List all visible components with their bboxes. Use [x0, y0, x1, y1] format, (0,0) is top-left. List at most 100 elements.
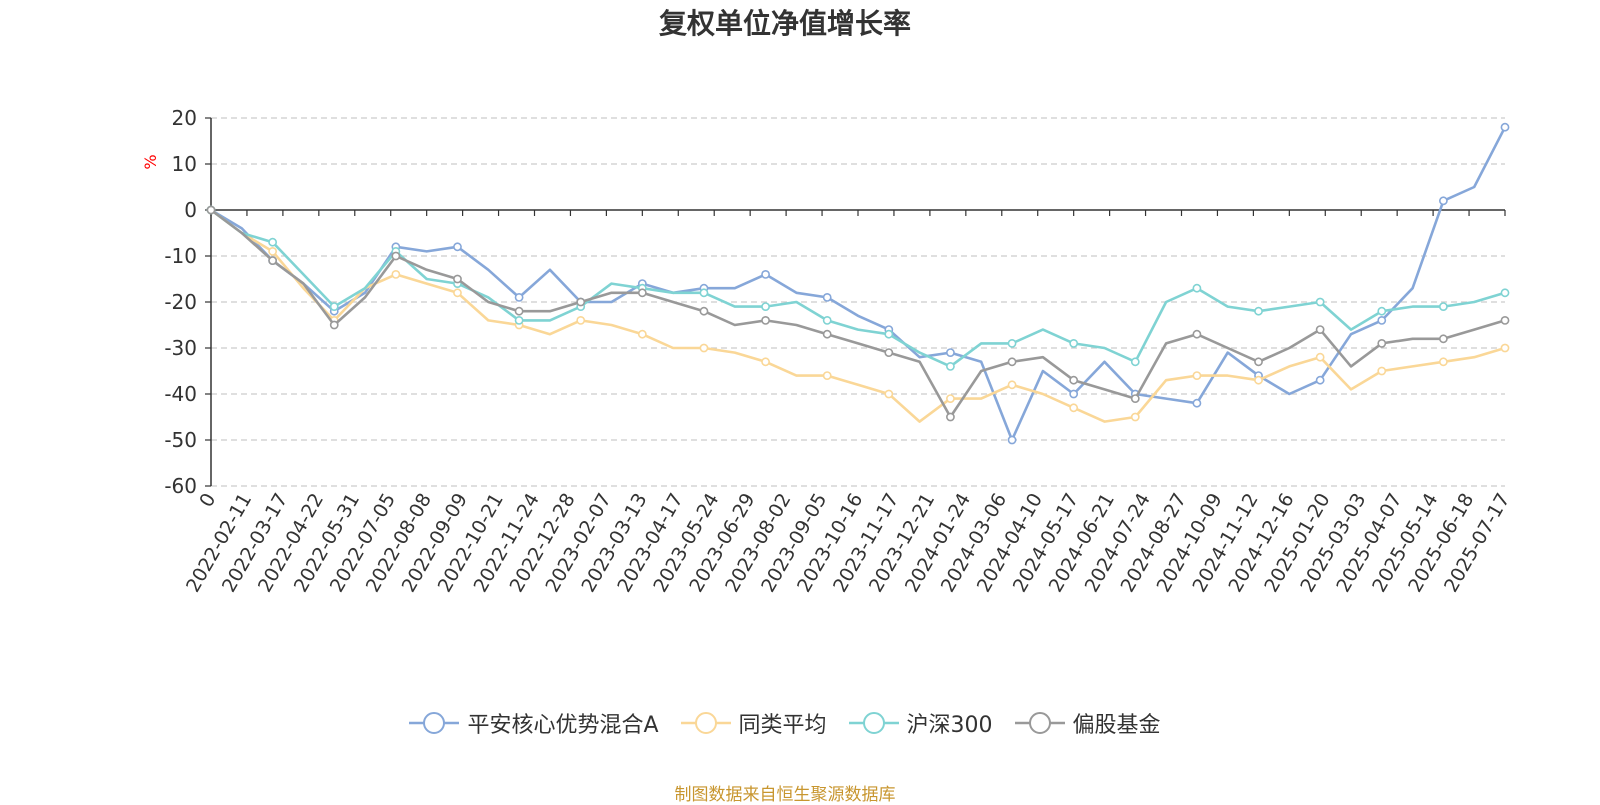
data-point: [268, 256, 278, 265]
data-point: [514, 306, 524, 316]
data-point: [268, 246, 278, 256]
data-point: [946, 348, 955, 357]
data-point: [1130, 412, 1140, 422]
y-tick-label: -60: [164, 474, 197, 498]
data-point: [761, 302, 770, 311]
y-tick-label: 0: [184, 198, 197, 222]
data-point: [1377, 338, 1387, 348]
data-point: [1377, 315, 1387, 325]
y-tick-label: -30: [164, 336, 197, 360]
series-line: [210, 208, 1506, 368]
data-point: [822, 315, 832, 325]
legend: 平安核心优势混合A 同类平均 沪深300 偏股基金: [0, 707, 1570, 739]
data-point: [1130, 357, 1140, 367]
chart-title: 复权单位净值增长率: [658, 7, 911, 40]
x-tick-label: 0: [195, 490, 220, 511]
series-line: [210, 126, 1507, 442]
data-point: [1254, 375, 1263, 385]
legend-swatch-icon: [409, 712, 460, 734]
legend-label: 偏股基金: [1072, 713, 1161, 738]
data-point: [206, 205, 216, 215]
data-point: [699, 343, 709, 353]
data-point: [1069, 403, 1079, 413]
gridlines: [211, 117, 1505, 487]
data-point: [329, 302, 339, 311]
data-point: [1007, 380, 1017, 390]
data-point: [1377, 306, 1387, 316]
legend-label: 平安核心优势混合A: [467, 713, 659, 738]
data-point: [576, 315, 586, 325]
data-point: [329, 320, 339, 330]
data-point: [576, 297, 586, 307]
data-point: [1007, 435, 1017, 445]
data-point: [514, 292, 524, 302]
data-point: [822, 292, 832, 302]
data-point: [268, 237, 278, 247]
data-point: [1315, 375, 1325, 385]
data-point: [637, 329, 647, 339]
data-point: [946, 361, 955, 371]
data-point: [1192, 398, 1202, 408]
data-point: [1500, 343, 1510, 353]
data-point: [1254, 306, 1263, 316]
y-tick-label: -10: [164, 244, 197, 268]
data-point: [1007, 338, 1017, 348]
y-tick-label: -50: [164, 428, 197, 452]
data-point: [1130, 394, 1140, 403]
data-point: [884, 348, 894, 357]
legend-swatch-icon: [848, 712, 899, 734]
y-axis-unit-label: %: [141, 154, 160, 169]
data-point: [761, 357, 770, 367]
data-point: [1438, 357, 1448, 367]
data-point: [884, 329, 894, 339]
data-point: [391, 269, 401, 279]
y-tick-label: 10: [172, 152, 197, 176]
data-point: [1192, 371, 1202, 380]
data-point: [1500, 288, 1510, 298]
data-point: [1254, 357, 1263, 367]
y-tick-label: -40: [164, 382, 197, 406]
data-point: [1500, 315, 1510, 325]
legend-item[interactable]: 沪深300: [848, 707, 993, 739]
source-note: 制图数据来自恒生聚源数据库: [674, 785, 896, 805]
data-point: [1192, 329, 1202, 339]
data-point: [699, 306, 709, 316]
data-point: [1192, 283, 1202, 293]
series-line: [210, 208, 1506, 419]
data-point: [1377, 366, 1387, 376]
data-point: [946, 394, 955, 403]
data-point: [1069, 375, 1079, 385]
series-lines: [206, 122, 1510, 445]
series-line: [210, 208, 1506, 423]
data-point: [1007, 357, 1017, 367]
data-point: [884, 389, 894, 399]
data-point: [761, 315, 770, 325]
data-point: [1438, 302, 1448, 311]
data-point: [1500, 122, 1510, 132]
data-point: [1069, 338, 1079, 348]
legend-item[interactable]: 偏股基金: [1014, 707, 1161, 739]
legend-label: 沪深300: [906, 713, 993, 738]
data-point: [637, 288, 647, 298]
data-point: [453, 288, 462, 298]
data-point: [1315, 325, 1325, 334]
data-point: [1438, 334, 1448, 344]
data-point: [1315, 297, 1325, 307]
data-point: [699, 288, 709, 298]
data-point: [946, 412, 955, 422]
legend-item[interactable]: 同类平均: [680, 707, 827, 739]
axes: 20100-10-20-30-40-50-6002022-02-112022-0…: [164, 106, 1514, 596]
legend-swatch-icon: [1014, 712, 1065, 734]
legend-label: 同类平均: [738, 713, 827, 738]
data-point: [453, 274, 462, 284]
data-point: [761, 269, 770, 279]
data-point: [391, 251, 401, 261]
data-point: [1438, 196, 1448, 206]
data-point: [822, 329, 832, 339]
data-point: [1315, 352, 1325, 362]
y-tick-label: -20: [164, 290, 197, 314]
legend-item[interactable]: 平安核心优势混合A: [409, 707, 659, 739]
legend-swatch-icon: [680, 712, 731, 734]
data-point: [453, 242, 462, 252]
